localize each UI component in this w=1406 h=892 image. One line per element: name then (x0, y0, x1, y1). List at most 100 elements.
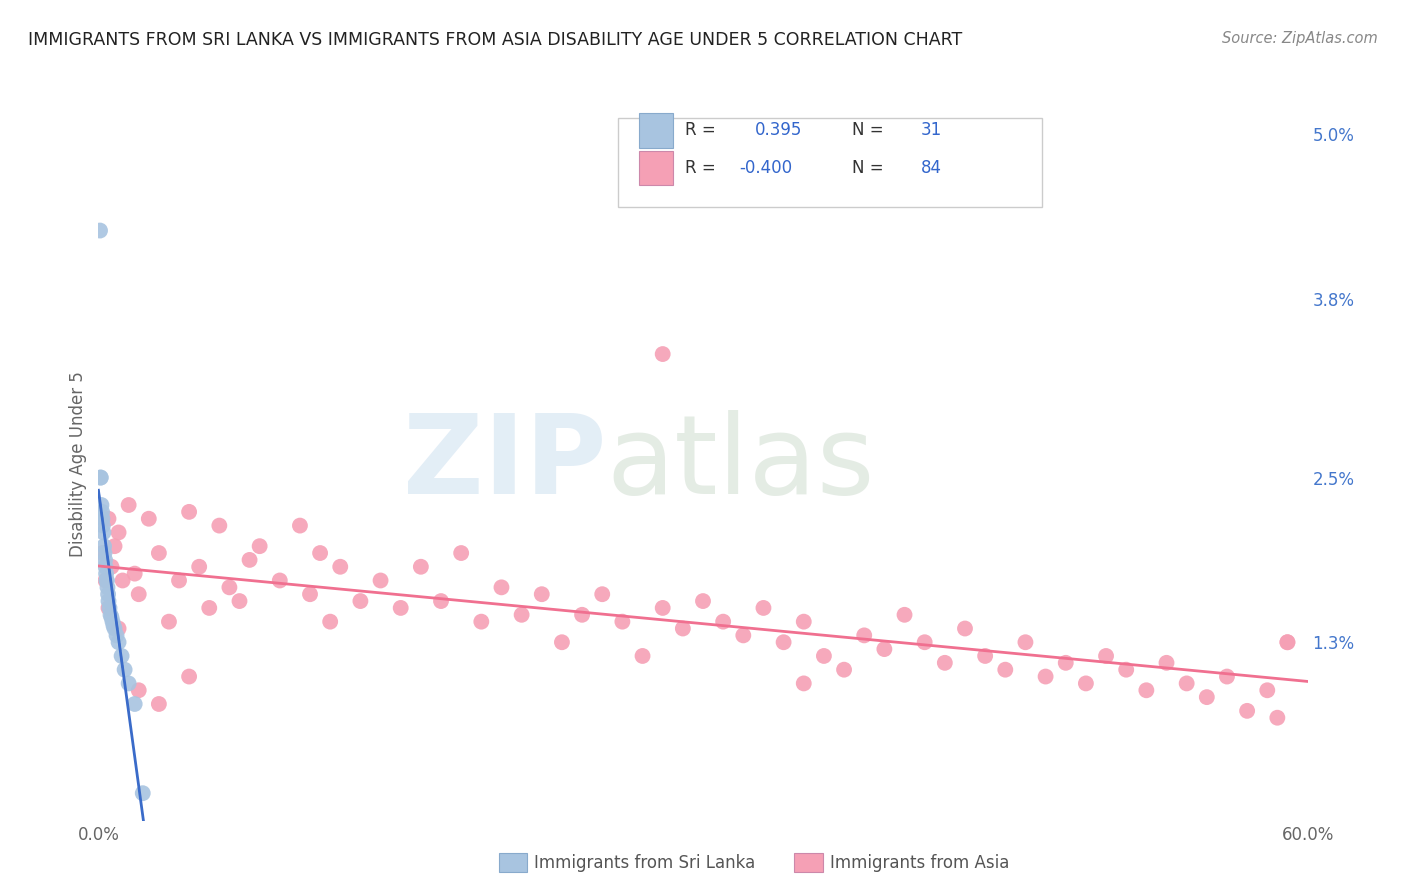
Point (188, 559, 211, 574)
Text: Source: ZipAtlas.com: Source: ZipAtlas.com (1222, 31, 1378, 46)
Point (91, 505, 114, 519)
Text: N =: N = (852, 159, 883, 178)
Point (1195, 690, 1218, 705)
Point (157, 615, 180, 629)
Text: R =: R = (685, 121, 716, 139)
Point (1035, 669, 1057, 683)
Point (793, 615, 815, 629)
Bar (638, 151, 673, 186)
Point (98, 601, 121, 615)
Point (103, 539, 125, 553)
Point (105, 628, 128, 642)
Point (692, 594, 714, 608)
Point (1156, 656, 1178, 670)
Y-axis label: Disability Age Under 5: Disability Age Under 5 (69, 371, 87, 557)
Point (110, 648, 132, 663)
Point (491, 580, 513, 594)
Point (91, 546, 114, 560)
Point (107, 635, 129, 649)
Point (612, 615, 634, 629)
Point (1095, 648, 1118, 663)
Point (97, 594, 120, 608)
Point (208, 518, 231, 533)
Point (349, 594, 371, 608)
Point (94, 559, 117, 574)
Point (100, 610, 122, 624)
Point (124, 697, 146, 711)
Text: 0.395: 0.395 (755, 121, 803, 139)
Point (793, 676, 815, 690)
Text: ZIP: ZIP (404, 410, 606, 517)
Point (591, 587, 613, 601)
Point (1074, 676, 1097, 690)
Point (249, 539, 271, 553)
Point (89, 470, 111, 484)
Point (571, 607, 593, 622)
Point (530, 587, 553, 601)
Point (1236, 704, 1258, 718)
Point (97, 601, 120, 615)
Point (89, 223, 111, 237)
Point (218, 580, 240, 594)
Point (651, 347, 673, 361)
Point (370, 574, 392, 588)
Point (138, 512, 160, 526)
Point (97, 512, 120, 526)
Point (319, 615, 342, 629)
Bar (638, 113, 673, 147)
Point (269, 574, 291, 588)
Point (107, 622, 129, 636)
Point (118, 498, 141, 512)
Point (953, 622, 976, 636)
Point (288, 518, 311, 533)
Point (124, 566, 146, 581)
Text: 31: 31 (921, 121, 942, 139)
Point (239, 553, 262, 567)
Point (309, 546, 332, 560)
Point (90, 498, 112, 512)
Point (631, 648, 654, 663)
Text: -0.400: -0.400 (740, 159, 793, 178)
Point (1135, 683, 1157, 698)
Text: R =: R = (685, 159, 716, 178)
Point (994, 663, 1017, 677)
Point (893, 607, 915, 622)
Point (101, 615, 124, 629)
Point (93, 546, 115, 560)
Point (934, 656, 956, 670)
Point (96, 574, 118, 588)
Point (91, 518, 114, 533)
Point (1115, 663, 1137, 677)
Point (97, 587, 120, 601)
Point (103, 622, 125, 636)
Point (832, 663, 855, 677)
Point (118, 676, 141, 690)
FancyBboxPatch shape (619, 118, 1042, 207)
Text: N =: N = (852, 121, 883, 139)
Point (148, 546, 170, 560)
Point (167, 574, 190, 588)
Point (96, 580, 118, 594)
Point (651, 601, 673, 615)
Point (733, 628, 755, 642)
Point (711, 615, 734, 629)
Point (873, 642, 896, 657)
Point (772, 635, 794, 649)
Point (752, 601, 775, 615)
Point (470, 615, 492, 629)
Point (1014, 635, 1036, 649)
Point (100, 559, 122, 574)
Point (299, 587, 322, 601)
Point (90, 470, 112, 484)
Point (510, 607, 533, 622)
Point (1267, 711, 1289, 725)
Point (128, 587, 150, 601)
Point (1277, 635, 1299, 649)
Point (409, 559, 432, 574)
Point (100, 607, 122, 622)
Point (111, 574, 134, 588)
Point (132, 786, 155, 800)
Point (672, 622, 695, 636)
Point (1175, 676, 1198, 690)
Point (91, 512, 114, 526)
